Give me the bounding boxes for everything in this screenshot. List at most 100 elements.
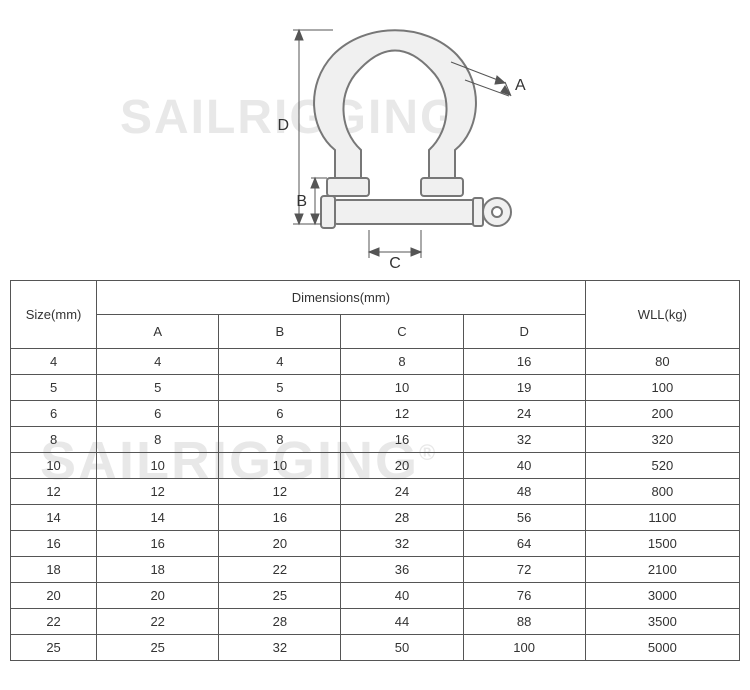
cell-A: 10	[97, 453, 219, 479]
cell-wll: 3000	[585, 583, 739, 609]
cell-A: 8	[97, 427, 219, 453]
cell-C: 16	[341, 427, 463, 453]
cell-A: 6	[97, 401, 219, 427]
cell-A: 16	[97, 531, 219, 557]
cell-A: 18	[97, 557, 219, 583]
shackle-diagram: D B C A	[0, 0, 750, 280]
cell-size: 5	[11, 375, 97, 401]
cell-C: 8	[341, 349, 463, 375]
header-dimensions: Dimensions(mm)	[97, 281, 586, 315]
cell-size: 25	[11, 635, 97, 661]
cell-C: 24	[341, 479, 463, 505]
cell-wll: 5000	[585, 635, 739, 661]
cell-D: 19	[463, 375, 585, 401]
table-row: 44481680	[11, 349, 740, 375]
dim-label-B: B	[296, 193, 307, 210]
cell-wll: 80	[585, 349, 739, 375]
cell-size: 12	[11, 479, 97, 505]
table-row: 16162032641500	[11, 531, 740, 557]
table-row: 252532501005000	[11, 635, 740, 661]
table-row: 20202540763000	[11, 583, 740, 609]
header-size: Size(mm)	[11, 281, 97, 349]
cell-size: 20	[11, 583, 97, 609]
cell-B: 10	[219, 453, 341, 479]
cell-D: 40	[463, 453, 585, 479]
cell-wll: 320	[585, 427, 739, 453]
cell-wll: 1100	[585, 505, 739, 531]
table-row: 5551019100	[11, 375, 740, 401]
cell-D: 24	[463, 401, 585, 427]
cell-size: 14	[11, 505, 97, 531]
cell-C: 28	[341, 505, 463, 531]
table-row: 18182236722100	[11, 557, 740, 583]
cell-C: 36	[341, 557, 463, 583]
cell-A: 25	[97, 635, 219, 661]
cell-C: 20	[341, 453, 463, 479]
cell-D: 64	[463, 531, 585, 557]
table-head: Size(mm) Dimensions(mm) WLL(kg) A B C D	[11, 281, 740, 349]
cell-A: 22	[97, 609, 219, 635]
cell-D: 48	[463, 479, 585, 505]
cell-B: 12	[219, 479, 341, 505]
cell-A: 5	[97, 375, 219, 401]
cell-D: 32	[463, 427, 585, 453]
cell-wll: 1500	[585, 531, 739, 557]
cell-wll: 200	[585, 401, 739, 427]
table-row: 8881632320	[11, 427, 740, 453]
table-row: 1212122448800	[11, 479, 740, 505]
cell-C: 10	[341, 375, 463, 401]
cell-B: 5	[219, 375, 341, 401]
cell-B: 6	[219, 401, 341, 427]
cell-C: 44	[341, 609, 463, 635]
cell-B: 20	[219, 531, 341, 557]
cell-D: 88	[463, 609, 585, 635]
cell-size: 16	[11, 531, 97, 557]
cell-A: 4	[97, 349, 219, 375]
dim-label-A: A	[515, 77, 526, 94]
table-row: 14141628561100	[11, 505, 740, 531]
cell-size: 6	[11, 401, 97, 427]
cell-B: 25	[219, 583, 341, 609]
cell-size: 10	[11, 453, 97, 479]
cell-C: 40	[341, 583, 463, 609]
cell-B: 28	[219, 609, 341, 635]
header-D: D	[463, 315, 585, 349]
cell-size: 8	[11, 427, 97, 453]
cell-C: 50	[341, 635, 463, 661]
shackle-svg: D B C A	[215, 10, 535, 270]
cell-size: 4	[11, 349, 97, 375]
table-row: 1010102040520	[11, 453, 740, 479]
cell-D: 72	[463, 557, 585, 583]
cell-A: 20	[97, 583, 219, 609]
dim-label-C: C	[389, 255, 401, 270]
cell-B: 16	[219, 505, 341, 531]
spec-table: Size(mm) Dimensions(mm) WLL(kg) A B C D …	[10, 280, 740, 661]
header-B: B	[219, 315, 341, 349]
cell-wll: 3500	[585, 609, 739, 635]
header-A: A	[97, 315, 219, 349]
cell-B: 4	[219, 349, 341, 375]
cell-A: 14	[97, 505, 219, 531]
cell-D: 56	[463, 505, 585, 531]
cell-size: 18	[11, 557, 97, 583]
header-C: C	[341, 315, 463, 349]
cell-wll: 2100	[585, 557, 739, 583]
table-row: 6661224200	[11, 401, 740, 427]
cell-B: 32	[219, 635, 341, 661]
header-wll: WLL(kg)	[585, 281, 739, 349]
table-row: 22222844883500	[11, 609, 740, 635]
cell-wll: 520	[585, 453, 739, 479]
cell-A: 12	[97, 479, 219, 505]
cell-wll: 800	[585, 479, 739, 505]
cell-size: 22	[11, 609, 97, 635]
cell-D: 16	[463, 349, 585, 375]
dim-label-D: D	[277, 117, 289, 134]
cell-C: 32	[341, 531, 463, 557]
cell-B: 8	[219, 427, 341, 453]
header-row-1: Size(mm) Dimensions(mm) WLL(kg)	[11, 281, 740, 315]
cell-C: 12	[341, 401, 463, 427]
cell-D: 76	[463, 583, 585, 609]
cell-D: 100	[463, 635, 585, 661]
table-body: 4448168055510191006661224200888163232010…	[11, 349, 740, 661]
cell-B: 22	[219, 557, 341, 583]
